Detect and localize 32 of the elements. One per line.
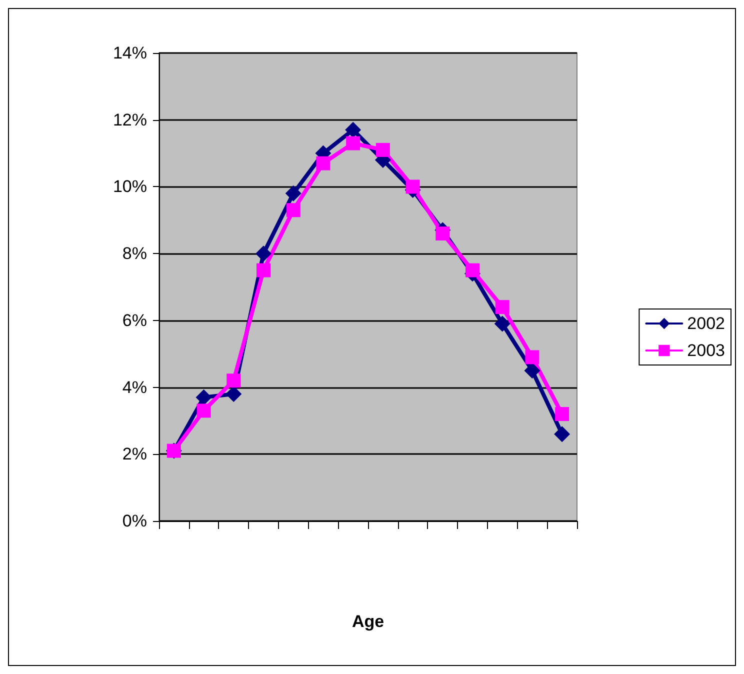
y-tick-label: 10% bbox=[112, 177, 147, 196]
point bbox=[554, 426, 570, 442]
legend-label: 2002 bbox=[687, 314, 726, 333]
point bbox=[494, 316, 510, 332]
point bbox=[495, 300, 510, 314]
y-tick-label: 8% bbox=[122, 244, 147, 264]
point bbox=[226, 386, 242, 402]
point bbox=[285, 185, 302, 202]
point bbox=[466, 263, 480, 278]
y-tick-label: 12% bbox=[112, 110, 147, 130]
point bbox=[555, 407, 570, 422]
point bbox=[256, 246, 272, 262]
y-tick-label: 2% bbox=[122, 444, 147, 464]
y-tick-label: 0% bbox=[122, 512, 147, 530]
point bbox=[525, 350, 540, 364]
point bbox=[316, 156, 330, 170]
y-tick-label: 4% bbox=[122, 378, 147, 397]
legend-label: 2003 bbox=[687, 341, 726, 360]
point bbox=[226, 374, 241, 388]
point bbox=[436, 226, 450, 241]
point bbox=[376, 142, 390, 157]
point bbox=[406, 180, 420, 194]
point bbox=[256, 263, 270, 278]
y-tick-label: 14% bbox=[112, 44, 147, 62]
point bbox=[196, 404, 211, 418]
y-tick-label: 6% bbox=[122, 310, 147, 330]
x-axis-title: Age bbox=[352, 612, 384, 631]
point bbox=[524, 362, 540, 379]
point bbox=[346, 136, 360, 150]
point bbox=[286, 203, 300, 218]
point bbox=[345, 122, 362, 138]
point bbox=[196, 389, 212, 406]
